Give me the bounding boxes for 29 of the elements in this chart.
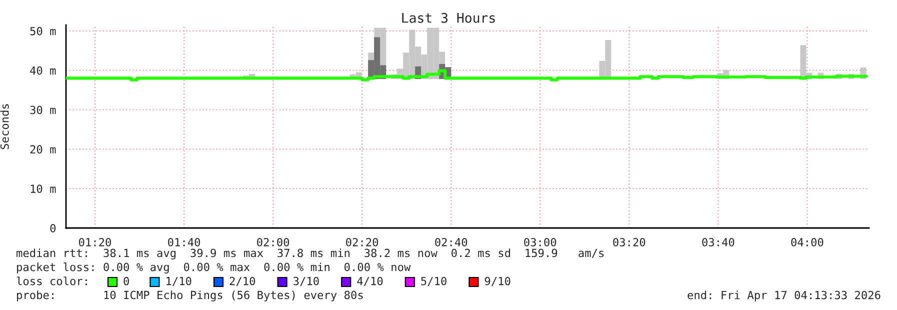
x-tick-label: 02:00 xyxy=(257,238,290,246)
y-tick-label: 40 m xyxy=(30,66,56,75)
x-tick-label: 02:20 xyxy=(346,238,378,246)
legend-label: 1/10 xyxy=(166,276,192,286)
legend-label: 9/10 xyxy=(484,276,510,286)
y-tick-label: 10 m xyxy=(30,184,56,193)
chart-title: Last 3 Hours xyxy=(402,12,495,23)
text: probe: 10 ICMP Echo Pings (56 Bytes) every 80s xyxy=(17,290,363,302)
text: packet loss: 0.00 % avg 0.00 % max 0.00 % min 0.00 % now xyxy=(17,262,411,274)
legend-title: loss color: xyxy=(16,276,87,286)
x-tick-label: 04:00 xyxy=(791,238,824,246)
text: end: Fri Apr 17 04:13:33 2026 xyxy=(688,290,880,302)
text: median rtt: 38.1 ms avg 39.9 ms max 37.8 ms min 38.2 ms now 0.2 ms sd 159.9 am/s xyxy=(16,248,604,260)
x-tick-label: 01:20 xyxy=(78,238,111,246)
x-tick-label: 03:40 xyxy=(702,238,734,246)
y-tick-label: 0 xyxy=(50,224,56,232)
legend-label: 5/10 xyxy=(421,276,446,286)
legend-label: 2/10 xyxy=(230,276,256,286)
y-axis-title: Seconds xyxy=(0,104,9,150)
x-tick-label: 03:00 xyxy=(524,238,556,246)
x-tick-label: 02:40 xyxy=(435,238,468,246)
y-tick-label: 30 m xyxy=(30,106,56,114)
legend-label: 0 xyxy=(124,276,129,286)
y-tick-label: 20 m xyxy=(30,145,56,154)
y-tick-label: 50 m xyxy=(30,26,56,36)
x-tick-label: 03:20 xyxy=(613,238,646,246)
legend-label: 3/10 xyxy=(294,276,319,286)
legend-label: 4/10 xyxy=(357,276,383,286)
x-tick-label: 01:40 xyxy=(168,238,200,246)
